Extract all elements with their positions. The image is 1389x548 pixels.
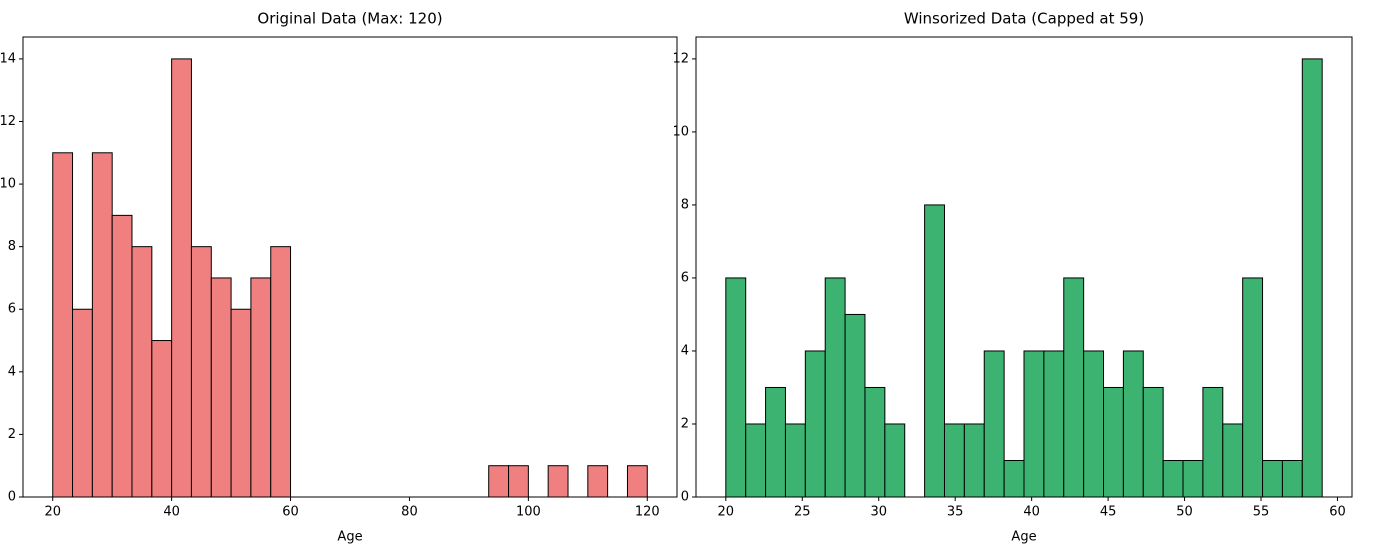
y-tick-label: 14 xyxy=(0,51,16,66)
histogram-bar xyxy=(250,277,272,498)
histogram-bar xyxy=(804,350,826,498)
histogram-bar xyxy=(884,423,906,498)
histogram-bar xyxy=(1142,386,1164,498)
axes-frame xyxy=(22,36,678,498)
x-tick-label: 20 xyxy=(44,505,61,520)
histogram-bar xyxy=(508,465,529,498)
x-tick-label: 20 xyxy=(718,505,735,520)
histogram-bar xyxy=(131,246,153,498)
histogram-bar xyxy=(983,350,1005,498)
histogram-bar xyxy=(1162,459,1184,498)
histogram-bar xyxy=(1182,459,1204,498)
y-tick-label: 10 xyxy=(0,177,16,192)
histogram-bar xyxy=(1262,459,1283,498)
histogram-bar xyxy=(1242,277,1264,498)
histogram-bar xyxy=(864,386,886,498)
histogram-bar xyxy=(52,152,74,498)
y-tick-label: 8 xyxy=(681,197,689,212)
histogram-bar xyxy=(1202,386,1224,498)
histogram-bar xyxy=(1023,350,1045,498)
histogram-bar xyxy=(1003,459,1025,498)
histogram-bar xyxy=(1063,277,1085,498)
y-tick-label: 6 xyxy=(8,302,16,317)
histogram-bar xyxy=(91,152,113,498)
histogram-bar xyxy=(943,423,965,498)
histogram-bar xyxy=(1083,350,1105,498)
histogram-bar xyxy=(824,277,846,498)
x-tick-label: 40 xyxy=(1023,505,1040,520)
histogram-bar xyxy=(72,308,93,498)
x-tick-label: 25 xyxy=(794,505,811,520)
histogram-bar xyxy=(210,277,232,498)
y-tick-label: 0 xyxy=(681,490,689,505)
histogram-bar xyxy=(171,58,192,498)
histogram-bar xyxy=(1122,350,1144,498)
x-tick-label: 40 xyxy=(163,505,180,520)
histogram-bar xyxy=(784,423,806,498)
y-tick-label: 2 xyxy=(8,427,16,442)
histogram-bar xyxy=(1301,58,1323,498)
histogram-bar xyxy=(190,246,212,498)
histogram-bar xyxy=(587,465,609,498)
histogram-bar xyxy=(765,386,786,498)
y-tick-label: 2 xyxy=(681,416,689,431)
histogram-bar xyxy=(1043,350,1065,498)
x-tick-label: 100 xyxy=(516,505,541,520)
chart-title: Original Data (Max: 120) xyxy=(257,10,442,28)
y-tick-label: 10 xyxy=(672,124,689,139)
histogram-bar xyxy=(230,308,252,498)
x-tick-label: 50 xyxy=(1176,505,1193,520)
histogram-bar xyxy=(924,204,945,498)
histogram-bar xyxy=(844,313,866,498)
histogram-bar xyxy=(745,423,767,498)
x-tick-label: 80 xyxy=(401,505,418,520)
x-axis-label: Age xyxy=(337,530,362,545)
histogram-bar xyxy=(270,246,292,498)
y-tick-label: 12 xyxy=(0,114,16,129)
histogram-bar xyxy=(1222,423,1244,498)
y-tick-label: 12 xyxy=(672,51,689,66)
x-tick-label: 120 xyxy=(635,505,660,520)
x-tick-label: 55 xyxy=(1253,505,1270,520)
histogram-bar xyxy=(488,465,510,498)
x-tick-label: 35 xyxy=(947,505,964,520)
histogram-bar xyxy=(1103,386,1124,498)
axes-frame xyxy=(695,36,1353,498)
histogram-bar xyxy=(151,340,173,498)
histogram-bar xyxy=(111,214,133,498)
y-tick-label: 4 xyxy=(681,343,689,358)
y-tick-label: 0 xyxy=(8,490,16,505)
chart-title: Winsorized Data (Capped at 59) xyxy=(904,10,1144,28)
y-tick-label: 8 xyxy=(8,239,16,254)
y-tick-label: 4 xyxy=(8,364,16,379)
x-axis-label: Age xyxy=(1011,530,1036,545)
histogram-bar xyxy=(963,423,985,498)
x-tick-label: 45 xyxy=(1100,505,1117,520)
histogram-bar xyxy=(725,277,747,498)
x-tick-label: 60 xyxy=(1329,505,1346,520)
histogram-bar xyxy=(547,465,569,498)
x-tick-label: 30 xyxy=(870,505,887,520)
x-tick-label: 60 xyxy=(282,505,299,520)
histogram-bar xyxy=(626,465,648,498)
y-tick-label: 6 xyxy=(681,270,689,285)
histogram-bar xyxy=(1281,459,1303,498)
